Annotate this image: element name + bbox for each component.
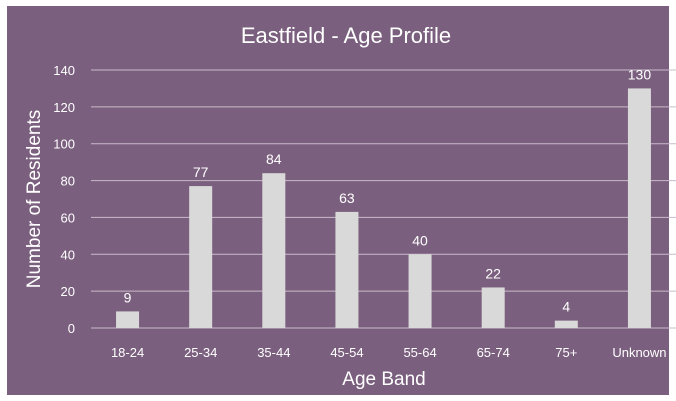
y-tick-label: 80 xyxy=(61,174,75,189)
y-tick-label: 140 xyxy=(53,63,75,78)
data-label: 77 xyxy=(193,164,209,180)
x-tick-label: 55-64 xyxy=(403,345,436,360)
data-labels: 9 77 84 63 40 22 4 130 xyxy=(124,66,652,314)
x-tick-label: 35-44 xyxy=(257,345,290,360)
x-tick-label: 45-54 xyxy=(330,345,363,360)
y-axis-title: Number of Residents xyxy=(24,110,45,288)
gridlines xyxy=(91,69,676,329)
bar xyxy=(554,320,578,328)
data-label: 63 xyxy=(339,190,355,206)
bar xyxy=(335,211,359,328)
x-tick-label: 75+ xyxy=(555,345,577,360)
x-axis-title: Age Band xyxy=(342,369,425,390)
chart-background xyxy=(7,6,669,395)
x-axis-ticks: 18-24 25-34 35-44 45-54 55-64 65-74 75+ Unknown xyxy=(111,345,667,360)
data-label: 22 xyxy=(485,265,501,281)
y-tick-label: 100 xyxy=(53,137,75,152)
x-tick-label: 18-24 xyxy=(111,345,144,360)
data-label: 4 xyxy=(562,299,570,315)
bar xyxy=(408,254,432,328)
y-tick-label: 20 xyxy=(61,284,75,299)
x-tick-label: Unknown xyxy=(612,345,666,360)
data-label: 9 xyxy=(124,289,132,305)
chart-title: Eastfield - Age Profile xyxy=(241,23,451,48)
bar xyxy=(627,88,651,328)
y-tick-label: 60 xyxy=(61,210,75,225)
x-tick-label: 25-34 xyxy=(184,345,217,360)
y-axis-ticks: 0 20 40 60 80 100 120 140 xyxy=(53,63,75,336)
data-label: 84 xyxy=(266,151,282,167)
y-tick-label: 120 xyxy=(53,100,75,115)
bar xyxy=(189,186,213,328)
bar xyxy=(481,287,505,328)
bar xyxy=(262,173,286,328)
x-tick-label: 65-74 xyxy=(477,345,510,360)
y-tick-label: 0 xyxy=(68,321,75,336)
data-label: 130 xyxy=(628,66,652,82)
bars xyxy=(116,88,651,328)
y-tick-label: 40 xyxy=(61,247,75,262)
data-label: 40 xyxy=(412,232,428,248)
bar xyxy=(116,311,140,328)
